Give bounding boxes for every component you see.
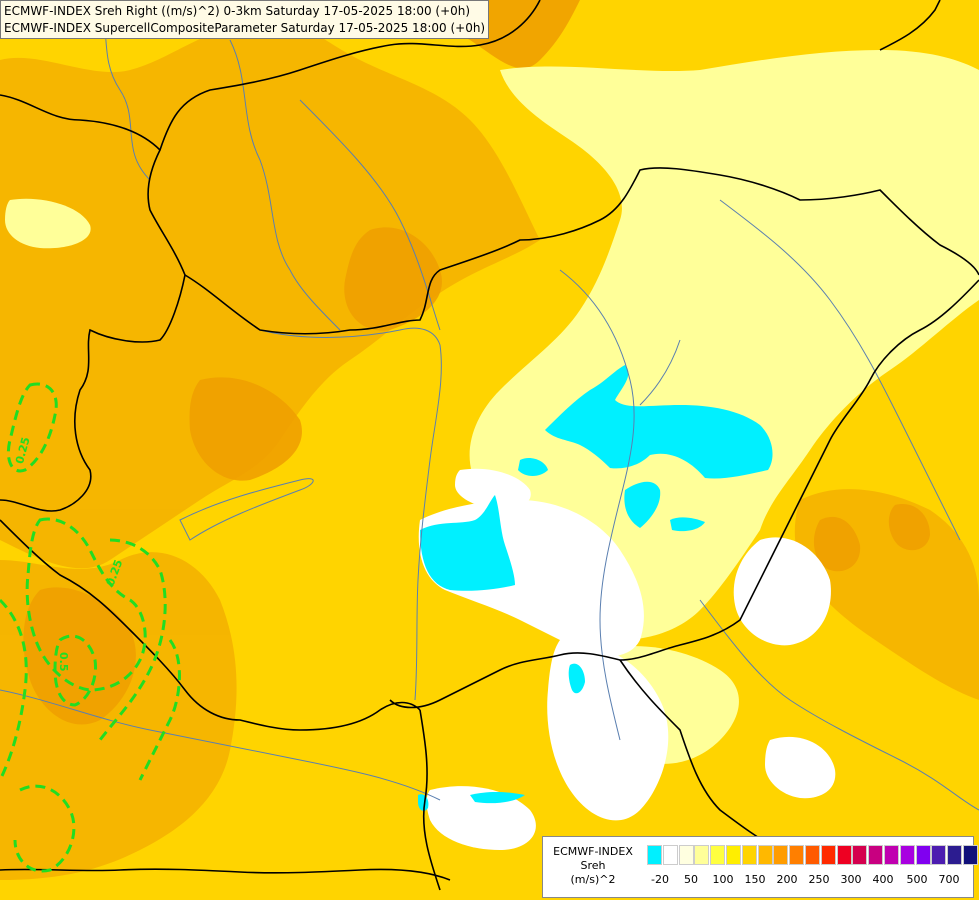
dark-orange-regions (23, 0, 930, 725)
legend-swatch (931, 845, 947, 865)
legend-tick-label: 100 (712, 873, 734, 886)
legend-swatch (947, 845, 963, 865)
legend-swatch (773, 845, 789, 865)
legend-title-unit: (m/s)^2 (570, 873, 616, 886)
legend-title-param: Sreh (580, 859, 606, 872)
title-line-sreh: ECMWF-INDEX Sreh Right ((m/s)^2) 0-3km S… (4, 4, 471, 18)
legend-title: ECMWF-INDEX Sreh (m/s)^2 (547, 845, 639, 887)
legend-swatches (647, 845, 979, 865)
legend-swatch (678, 845, 694, 865)
supercell-contours (0, 382, 181, 873)
legend-swatch (804, 845, 820, 865)
legend-tick-label: 700 (938, 873, 960, 886)
cyan-regions (418, 365, 773, 811)
legend-title-model: ECMWF-INDEX (553, 845, 633, 858)
legend-swatch (836, 845, 852, 865)
legend-tick-label: 200 (776, 873, 798, 886)
rivers (0, 0, 979, 811)
legend-swatch (868, 845, 884, 865)
title-line-scp: ECMWF-INDEX SupercellCompositeParameter … (4, 21, 486, 35)
legend-tick-label: 150 (744, 873, 766, 886)
legend-tick-label: 300 (840, 873, 862, 886)
pale-regions (5, 50, 979, 764)
legend-swatch (820, 845, 836, 865)
legend-swatch (662, 845, 678, 865)
legend-ticks: -20 50 100 150 200 250 300 400 500 700 (647, 873, 967, 889)
color-legend: ECMWF-INDEX Sreh (m/s)^2 -20 50 100 150 200 2… (542, 836, 978, 898)
legend-swatch (962, 845, 978, 865)
legend-swatch (710, 845, 726, 865)
legend-swatch (757, 845, 773, 865)
legend-swatch (852, 845, 868, 865)
legend-tick-label: -20 (651, 873, 669, 886)
legend-swatch (694, 845, 710, 865)
legend-tick-label: 500 (906, 873, 928, 886)
legend-tick-label: 400 (872, 873, 894, 886)
legend-tick-label: 50 (684, 873, 698, 886)
legend-tick-label: 250 (808, 873, 830, 886)
legend-swatch (741, 845, 757, 865)
legend-swatch (915, 845, 931, 865)
map-title-box: ECMWF-INDEX Sreh Right ((m/s)^2) 0-3km S… (0, 0, 490, 39)
legend-swatch (883, 845, 899, 865)
legend-swatch (789, 845, 805, 865)
legend-swatch (647, 845, 662, 865)
contour-label-05: 0.5 (57, 652, 70, 672)
legend-swatch (725, 845, 741, 865)
legend-swatch (899, 845, 915, 865)
